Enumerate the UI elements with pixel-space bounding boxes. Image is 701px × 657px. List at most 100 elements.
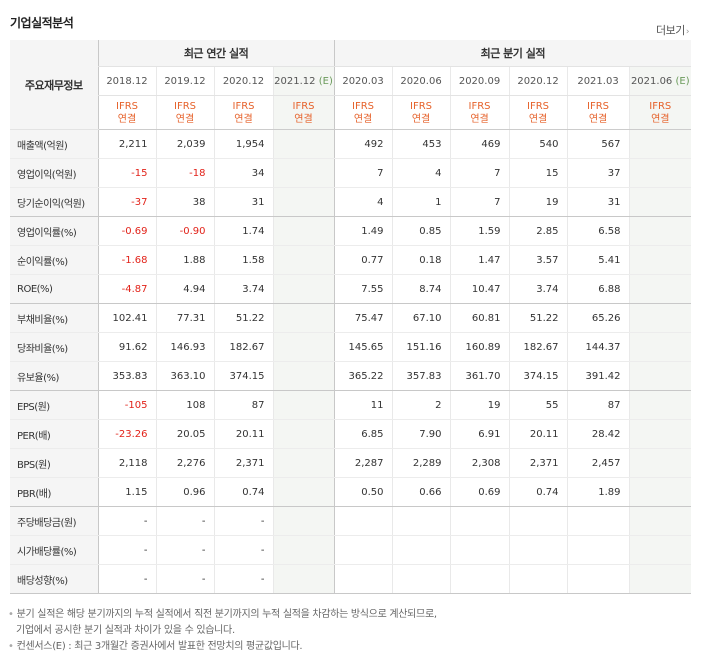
value-cell: 151.16	[391, 332, 451, 362]
ifrs-label: IFRS	[468, 100, 491, 112]
table-row: 시가배당률(%) - - -	[10, 535, 692, 565]
ifrs-label: IFRS	[649, 100, 672, 112]
consolidated-label: 연결	[588, 113, 608, 125]
row-label: 주당배당금(원)	[10, 506, 98, 536]
value-cell: 182.67	[508, 332, 568, 362]
value-cell	[391, 535, 451, 565]
value-cell: 3.74	[213, 274, 273, 304]
value-cell: -	[213, 564, 273, 594]
value-cell: -18	[155, 158, 214, 188]
table-row: 매출액(억원) 2,211 2,039 1,954 492 453 469 540 567	[10, 129, 692, 159]
row-label: 매출액(억원)	[10, 129, 98, 159]
period-header: 2020.06	[391, 66, 451, 96]
value-cell	[628, 274, 692, 304]
value-cell	[628, 245, 692, 275]
period-header: 2021.12 (E)	[272, 66, 335, 96]
value-cell: 453	[391, 129, 451, 159]
value-cell: 34	[213, 158, 273, 188]
period-header: 2020.03	[333, 66, 393, 96]
value-cell: 374.15	[213, 361, 273, 391]
value-cell: 2,276	[155, 448, 214, 478]
value-cell	[272, 506, 335, 536]
value-cell	[272, 245, 335, 275]
value-cell	[272, 129, 335, 159]
footnote-1-text: 분기 실적은 해당 분기까지의 누적 실적에서 직전 분기까지의 누적 실적을 …	[16, 609, 437, 620]
row-label: 부채비율(%)	[10, 303, 98, 333]
period-label: 2020.03	[342, 75, 384, 87]
value-cell: -	[97, 564, 156, 594]
value-cell: 20.11	[508, 419, 568, 449]
value-cell: 108	[155, 390, 214, 420]
value-cell: -	[213, 535, 273, 565]
value-cell: -4.87	[97, 274, 156, 304]
value-cell	[449, 506, 510, 536]
value-cell: 1.49	[333, 216, 393, 246]
value-cell: 145.65	[333, 332, 393, 362]
consolidated-label: 연결	[294, 113, 313, 125]
value-cell: 91.62	[97, 332, 156, 362]
value-cell: 4.94	[155, 274, 214, 304]
value-cell	[272, 187, 335, 217]
value-cell: 0.69	[449, 477, 510, 507]
value-cell: 1.89	[566, 477, 630, 507]
table-row: 당기순이익(억원) -37 38 31 4 1 7 19 31	[10, 187, 692, 217]
value-cell: -1.68	[97, 245, 156, 275]
period-label: 2020.12	[222, 75, 265, 87]
value-cell: 374.15	[508, 361, 568, 391]
value-cell: 4	[333, 187, 393, 217]
value-cell: 87	[566, 390, 630, 420]
group-quarter: 최근 분기 실적	[333, 40, 692, 67]
value-cell: 28.42	[566, 419, 630, 449]
consolidated-label: 연결	[175, 113, 195, 125]
value-cell: -	[213, 506, 273, 536]
value-cell: 1.88	[155, 245, 214, 275]
value-cell: 19	[449, 390, 510, 420]
value-cell: 0.74	[213, 477, 273, 507]
row-label: 유보율(%)	[10, 361, 98, 391]
more-link[interactable]: 더보기›	[656, 22, 690, 38]
value-cell	[628, 419, 692, 449]
section-title: 기업실적분석	[10, 16, 74, 30]
ifrs-cell: IFRS 연결	[155, 95, 214, 130]
row-label: 당기순이익(억원)	[10, 187, 98, 217]
ifrs-row: IFRS 연결 IFRS 연결 IFRS 연결 IFRS 연결 IFRS 연결 IFRS 연결 IFRS…	[10, 95, 692, 130]
value-cell	[272, 303, 335, 333]
value-cell: 2,457	[566, 448, 630, 478]
ifrs-label: IFRS	[527, 100, 550, 112]
value-cell: 7	[333, 158, 393, 188]
table-row: EPS(원) -105 108 87 11 2 19 55 87	[10, 390, 692, 420]
value-cell: 60.81	[449, 303, 510, 333]
chevron-right-icon: ›	[685, 27, 690, 37]
ifrs-cell: IFRS 연결	[333, 95, 393, 130]
consolidated-label: 연결	[528, 113, 548, 125]
consolidated-label: 연결	[117, 113, 137, 125]
period-label: 2021.03	[577, 75, 619, 87]
consolidated-label: 연결	[470, 113, 489, 125]
value-cell	[628, 332, 692, 362]
value-cell: -15	[97, 158, 156, 188]
period-header: 2019.12	[155, 66, 214, 96]
value-cell: 540	[508, 129, 568, 159]
value-cell: 7.90	[391, 419, 451, 449]
value-cell: 67.10	[391, 303, 451, 333]
row-label: 배당성향(%)	[10, 564, 98, 594]
value-cell: 492	[333, 129, 393, 159]
value-cell	[508, 564, 568, 594]
value-cell: 4	[391, 158, 451, 188]
table-row: BPS(원) 2,118 2,276 2,371 2,287 2,289 2,308 2,37…	[10, 448, 692, 478]
ifrs-cell: IFRS 연결	[97, 95, 156, 130]
period-row: 2018.12 2019.12 2020.12 2021.12 (E) 2020.03 2…	[10, 66, 692, 96]
label-header: 주요재무정보	[10, 40, 98, 130]
value-cell: -0.90	[155, 216, 214, 246]
table-row: 영업이익률(%) -0.69 -0.90 1.74 1.49 0.85 1.59 2.85 6.…	[10, 216, 692, 246]
value-cell: 361.70	[449, 361, 510, 391]
value-cell: -0.69	[97, 216, 156, 246]
value-cell: 19	[508, 187, 568, 217]
value-cell: 7	[449, 158, 510, 188]
ifrs-label: IFRS	[116, 100, 138, 112]
value-cell: 2,371	[508, 448, 568, 478]
value-cell: 365.22	[333, 361, 393, 391]
value-cell: 469	[449, 129, 510, 159]
value-cell: 7.55	[333, 274, 393, 304]
table-row: 당좌비율(%) 91.62 146.93 182.67 145.65 151.16 160.…	[10, 332, 692, 362]
